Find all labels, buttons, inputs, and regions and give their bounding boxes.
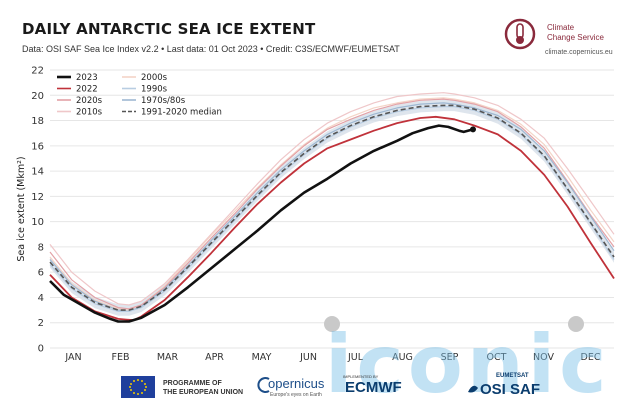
last-data-point xyxy=(470,126,476,133)
y-tick-label: 4 xyxy=(38,293,44,304)
series-line-median xyxy=(49,104,615,311)
chart-title: DAILY ANTARCTIC SEA ICE EXTENT xyxy=(22,20,316,38)
x-tick-label: JUN xyxy=(299,352,317,363)
osisaf-logo-text: OSI SAF xyxy=(480,381,541,398)
legend-label-y2022: 2022 xyxy=(76,85,98,95)
x-tick-label: SEP xyxy=(441,352,459,363)
ecmwf-logo-text: ECMWF xyxy=(345,379,402,396)
x-tick-label: FEB xyxy=(112,352,130,363)
x-tick-label: APR xyxy=(205,352,224,363)
copernicus-tagline: Europe's eyes on Earth xyxy=(270,392,322,398)
legend-label-y2023: 2023 xyxy=(76,73,98,83)
x-tick-label: MAY xyxy=(252,352,272,363)
y-tick-label: 10 xyxy=(31,217,44,228)
programme-line2: THE EUROPEAN UNION xyxy=(163,389,244,396)
x-tick-label: DEC xyxy=(581,352,601,363)
y-tick-label: 16 xyxy=(31,141,44,152)
y-tick-label: 2 xyxy=(38,318,44,329)
x-tick-label: JUL xyxy=(347,352,364,363)
legend-label-y2020s: 2020s xyxy=(76,96,103,106)
y-tick-label: 12 xyxy=(31,192,44,203)
y-tick-label: 6 xyxy=(38,268,44,279)
series-line-y1990s xyxy=(49,106,615,312)
x-tick-label: MAR xyxy=(157,352,179,363)
c3s-logo-icon xyxy=(504,18,536,50)
series-line-y2020s xyxy=(49,98,615,310)
c3s-line2: Change Service xyxy=(547,33,604,42)
copernicus-c-icon xyxy=(257,377,270,393)
c3s-line1: Climate xyxy=(547,23,575,32)
x-tick-label: OCT xyxy=(487,352,507,363)
y-tick-label: 0 xyxy=(38,344,44,355)
watermark-dot-left xyxy=(324,316,340,332)
eu-flag-icon xyxy=(121,376,155,398)
c3s-logo-text: Climate Change Service xyxy=(547,23,604,43)
legend-label-y2000s: 2000s xyxy=(141,73,168,83)
series-line-y2010s xyxy=(49,92,615,306)
eumetsat-label: EUMETSAT xyxy=(496,373,529,379)
legend-label-y1990s: 1990s xyxy=(141,85,168,95)
legend-label-median: 1991-2020 median xyxy=(141,108,222,118)
c3s-url: climate.copernicus.eu xyxy=(545,49,613,56)
footer-logos: PROGRAMME OF THE EUROPEAN UNION opernicu… xyxy=(0,370,640,414)
x-tick-label: NOV xyxy=(533,352,554,363)
y-axis-title: Sea ice extent (Mkm²) xyxy=(16,156,27,261)
watermark-text: iconic xyxy=(325,318,611,411)
x-tick-label: JAN xyxy=(64,352,81,363)
eu-programme-text: PROGRAMME OF THE EUROPEAN UNION xyxy=(163,379,243,397)
y-tick-label: 8 xyxy=(38,242,44,253)
programme-line1: PROGRAMME OF xyxy=(163,380,222,387)
copernicus-logo-text: opernicus xyxy=(268,376,325,391)
y-tick-label: 18 xyxy=(31,116,44,127)
ecmwf-implemented-by: IMPLEMENTED BY xyxy=(343,374,379,379)
y-tick-label: 20 xyxy=(31,91,44,102)
watermark-dot-right xyxy=(568,316,584,332)
legend-label-y2010s: 2010s xyxy=(76,108,103,118)
y-tick-label: 22 xyxy=(31,66,44,77)
y-tick-label: 14 xyxy=(31,167,44,178)
legend-label-y1970s80s: 1970s/80s xyxy=(141,96,186,106)
eumetsat-swirl-icon xyxy=(468,385,478,393)
chart-subtitle: Data: OSI SAF Sea Ice Index v2.2 • Last … xyxy=(22,44,400,54)
x-tick-label: AUG xyxy=(392,352,413,363)
series-line-y2023 xyxy=(49,124,474,323)
